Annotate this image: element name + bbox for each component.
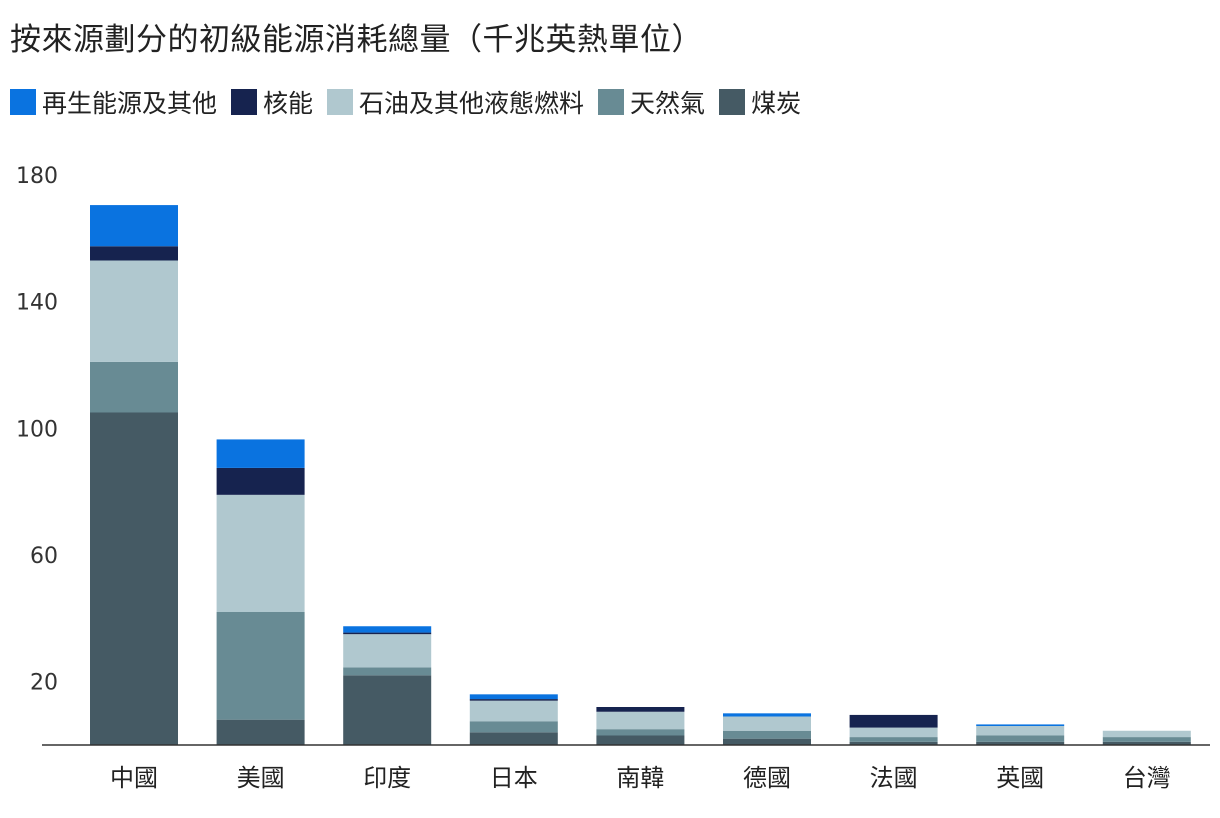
x-category-label: 南韓 — [616, 764, 664, 792]
bar-segment — [849, 714, 938, 728]
bar-segment — [343, 675, 432, 745]
x-category-label: 法國 — [870, 764, 918, 792]
bar-segment — [216, 719, 305, 745]
bar-segment — [343, 667, 432, 676]
bar-segment — [723, 713, 811, 717]
legend-label: 天然氣 — [630, 89, 706, 118]
y-tick-label: 100 — [16, 417, 58, 442]
bar-segment — [976, 726, 1065, 736]
bar-segment — [723, 730, 811, 739]
bar-segment — [723, 738, 811, 745]
bar-segment — [849, 741, 938, 745]
x-category-label: 中國 — [110, 764, 158, 792]
bar-segment — [90, 260, 178, 362]
legend-label: 石油及其他液態燃料 — [359, 89, 585, 118]
y-tick-label: 20 — [30, 671, 58, 696]
bar-segment — [216, 612, 305, 720]
bar-segment — [216, 494, 305, 612]
bar-segment — [216, 467, 305, 495]
bar-segment — [469, 694, 558, 700]
legend-swatch — [10, 89, 36, 115]
y-tick-label: 180 — [16, 164, 58, 189]
bar-segment — [90, 361, 178, 413]
legend-swatch — [327, 89, 354, 115]
bar-segment — [469, 732, 558, 745]
bar-segment — [596, 735, 685, 745]
bar-segment — [596, 707, 685, 712]
bar-segment — [976, 735, 1065, 742]
x-category-label: 印度 — [363, 764, 411, 792]
legend-label: 煤炭 — [751, 89, 802, 118]
x-category-label: 英國 — [996, 764, 1044, 792]
legend-item: 煤炭 — [719, 84, 801, 120]
bar-segment — [596, 729, 685, 736]
y-tick-label: 140 — [16, 291, 58, 316]
bar-segment — [469, 700, 558, 722]
bar-segment — [849, 727, 938, 738]
legend-item: 石油及其他液態燃料 — [327, 84, 584, 120]
legend-swatch — [598, 89, 625, 115]
bar-segment — [976, 741, 1065, 745]
bar-segment — [976, 724, 1065, 726]
bar-segment — [90, 205, 178, 247]
legend-swatch — [719, 89, 746, 115]
legend-item: 再生能源及其他 — [10, 84, 217, 120]
bar-segment — [216, 439, 305, 468]
x-category-label: 德國 — [743, 764, 791, 792]
bar-segment — [1102, 730, 1191, 738]
bar-segment — [469, 721, 558, 733]
bar-segment — [90, 246, 178, 261]
x-category-label: 台灣 — [1123, 764, 1171, 792]
bar-segment — [90, 412, 178, 745]
legend-swatch — [231, 89, 258, 115]
legend-label: 核能 — [263, 89, 314, 118]
x-category-label: 日本 — [490, 764, 538, 792]
bar-segment — [469, 699, 558, 701]
x-category-label: 美國 — [237, 764, 285, 792]
bar-segment — [343, 626, 432, 633]
bar-segment — [1102, 737, 1191, 742]
bar-segment — [849, 737, 938, 742]
legend-item: 天然氣 — [598, 84, 705, 120]
legend-item: 核能 — [231, 84, 313, 120]
bar-segment — [1102, 741, 1191, 745]
legend-label: 再生能源及其他 — [42, 89, 218, 118]
bar-segment — [596, 711, 685, 730]
bar-segment — [723, 716, 811, 731]
bar-segment — [343, 634, 432, 668]
y-tick-label: 60 — [30, 544, 58, 569]
legend: 再生能源及其他 核能 石油及其他液態燃料 天然氣 煤炭 — [10, 84, 815, 120]
chart-title: 按來源劃分的初級能源消耗總量（千兆英熱單位） — [10, 22, 703, 58]
bar-segment — [343, 632, 432, 635]
